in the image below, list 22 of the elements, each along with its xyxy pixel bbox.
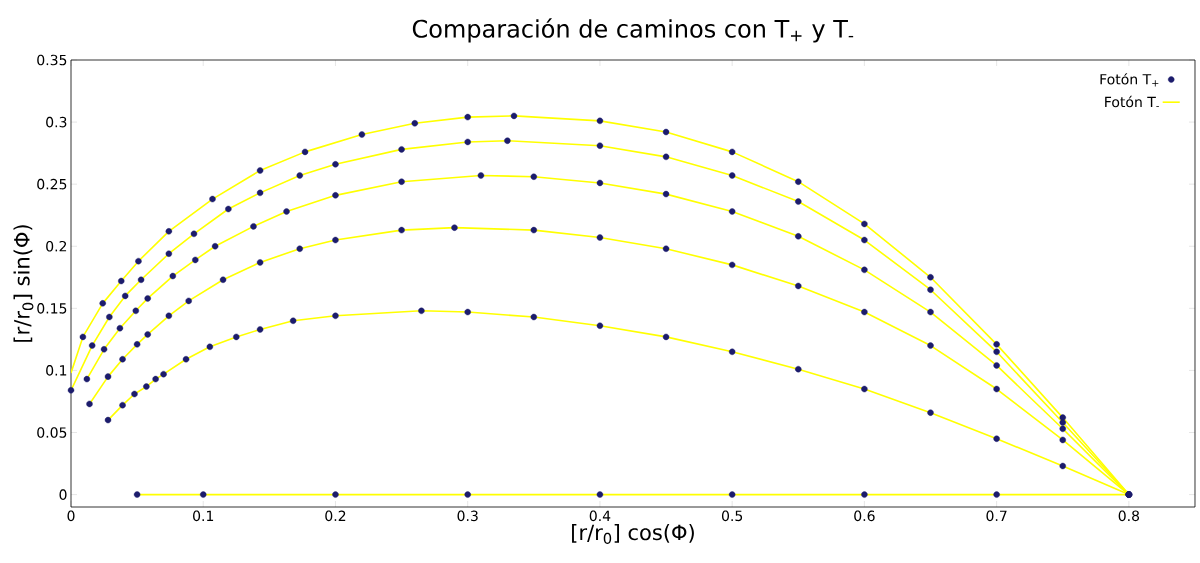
y-tick-label: 0.35	[37, 54, 67, 66]
x-axis-title: [r/r$_{0}$] cos(Φ)	[572, 523, 694, 544]
y-tick-label: 0.1	[46, 365, 67, 376]
y-tick-label: 0	[59, 489, 67, 500]
x-tick-label: 0.3	[457, 510, 478, 522]
x-tick-label: 0.4	[589, 510, 611, 522]
legend-label: Fotón T$_{+}$	[1100, 73, 1159, 87]
x-tick-label: 0.2	[325, 510, 346, 522]
y-tick-label: 0.05	[37, 427, 67, 438]
y-tick-label: 0.25	[37, 178, 67, 190]
y-axis-title: [r/r$_{0}$] sin(Φ)	[13, 225, 34, 342]
legend-label: Fotón T$_{-}$	[1105, 95, 1159, 108]
y-tick-label: 0.2	[46, 240, 67, 252]
y-tick-label: 0.15	[37, 303, 67, 314]
x-tick-label: 0.8	[1118, 510, 1140, 522]
x-tick-label: 0.1	[193, 510, 214, 522]
x-tick-label: 0.6	[854, 510, 875, 522]
chart-title: Comparación de caminos con T$_{+}$ y T$_{-}$	[412, 18, 854, 43]
x-tick-label: 0.7	[986, 510, 1007, 522]
x-tick-label: 0	[67, 510, 75, 522]
x-tick-label: 0.5	[721, 510, 743, 522]
y-tick-label: 0.3	[46, 116, 67, 128]
